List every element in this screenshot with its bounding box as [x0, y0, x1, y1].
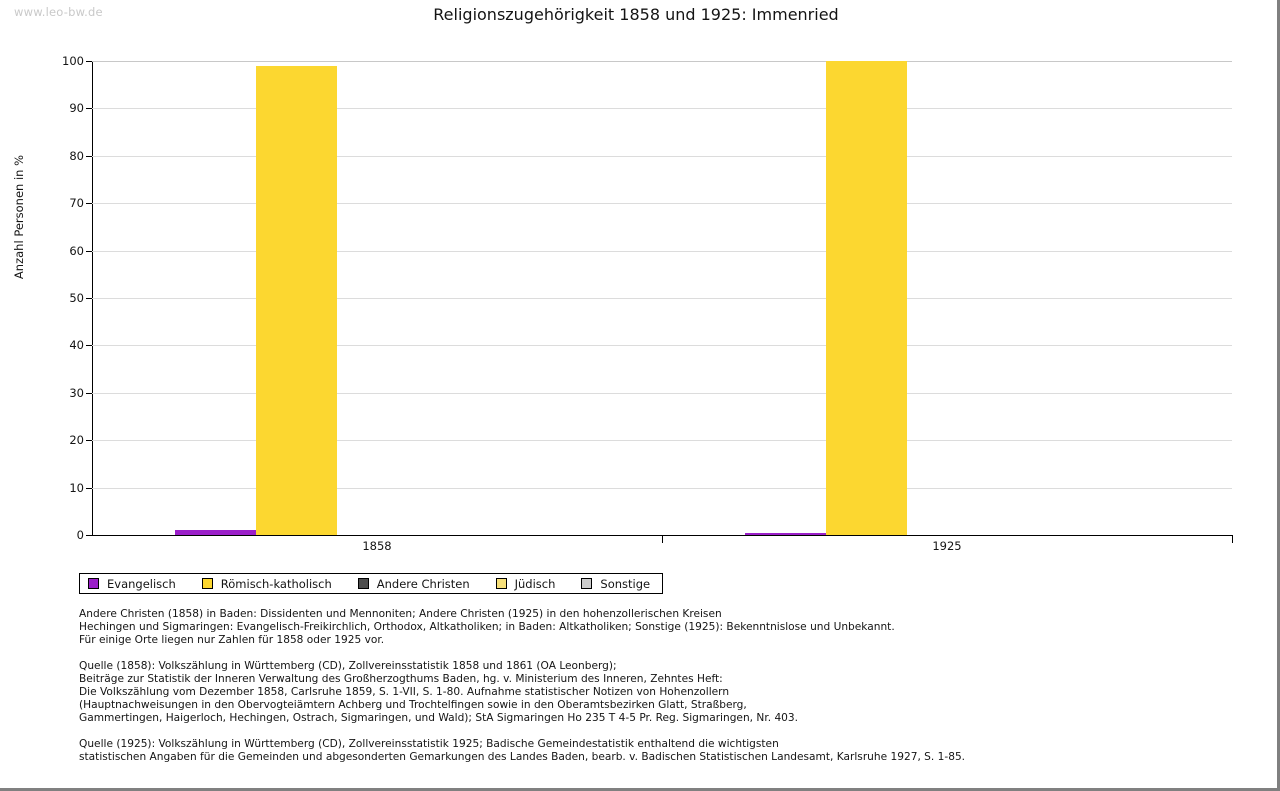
note-line: Für einige Orte liegen nur Zahlen für 18…	[79, 634, 385, 647]
note-line: (Hauptnachweisungen in den Obervogteiämt…	[79, 699, 747, 712]
footnotes: Andere Christen (1858) in Baden: Disside…	[79, 608, 1199, 776]
gridline	[92, 155, 1232, 157]
gridline	[92, 392, 1232, 394]
legend-swatch-icon	[201, 578, 213, 589]
y-tick-mark	[86, 108, 92, 110]
x-tick-label-1925: 1925	[932, 539, 962, 553]
x-axis-end-tick	[1232, 536, 1233, 543]
legend-swatch-icon	[581, 578, 593, 589]
y-tick-label: 40	[69, 338, 84, 353]
note-line: Quelle (1925): Volkszählung in Württembe…	[79, 737, 779, 750]
gridline	[92, 203, 1232, 205]
note-block: Quelle (1858): Volkszählung in Württembe…	[79, 660, 1199, 726]
note-line: Beiträge zur Statistik der Inneren Verwa…	[79, 672, 723, 685]
bar-1925-evangelisch	[744, 533, 826, 535]
legend-item-j-disch[interactable]: Jüdisch	[495, 576, 556, 591]
note-block: Andere Christen (1858) in Baden: Disside…	[79, 608, 1199, 648]
y-tick-mark	[86, 298, 92, 299]
y-tick-mark	[86, 203, 92, 205]
gridline	[92, 250, 1232, 252]
y-tick-label: 20	[69, 433, 84, 448]
y-tick-mark	[86, 155, 92, 157]
note-line: Andere Christen (1858) in Baden: Disside…	[79, 608, 722, 620]
x-axis-line	[92, 535, 1233, 536]
legend-label: Andere Christen	[376, 576, 470, 591]
note-line: Quelle (1858): Volkszählung in Württembe…	[79, 659, 617, 672]
gridline	[92, 61, 1232, 62]
legend-label: Evangelisch	[107, 576, 176, 591]
gridline	[92, 345, 1232, 347]
y-tick-label: 90	[69, 101, 84, 116]
bar-1858-r-misch-katholisch	[255, 65, 337, 535]
y-tick-label: 70	[69, 196, 84, 211]
bar-1858-evangelisch	[174, 530, 256, 535]
y-tick-label: 0	[76, 528, 84, 542]
bar-1925-r-misch-katholisch	[825, 61, 907, 535]
site-watermark: www.leo-bw.de	[14, 5, 103, 19]
chart-title: Religionszugehörigkeit 1858 und 1925: Im…	[433, 5, 839, 24]
note-block: Quelle (1925): Volkszählung in Württembe…	[79, 738, 1199, 764]
x-tick-label-1858: 1858	[362, 539, 392, 553]
legend-label: Jüdisch	[514, 576, 556, 591]
gridline	[92, 108, 1232, 110]
y-tick-label: 60	[69, 243, 84, 258]
legend-item-sonstige[interactable]: Sonstige	[581, 577, 650, 591]
legend-item-evangelisch[interactable]: Evangelisch	[88, 577, 176, 591]
legend-swatch-icon	[495, 578, 507, 589]
y-tick-mark	[86, 440, 92, 442]
y-tick-mark	[86, 61, 92, 62]
x-tick-mark	[662, 536, 663, 543]
note-line: Die Volkszählung vom Dezember 1858, Carl…	[79, 686, 730, 699]
note-line: Hechingen und Sigmaringen: Evangelisch-F…	[79, 621, 895, 634]
legend-label: Römisch-katholisch	[220, 576, 332, 591]
chart-legend: Evangelisch Römisch-katholisch Andere Chri…	[79, 573, 664, 594]
plot-wrapper: Anzahl Personen in % 0 10 20 30 40 50 60 70 80 90…	[12, 54, 1233, 553]
legend-swatch-icon	[88, 578, 99, 589]
gridline	[92, 487, 1232, 489]
y-tick-mark	[86, 250, 92, 252]
y-tick-label: 50	[69, 291, 84, 305]
y-tick-mark	[86, 487, 92, 489]
y-tick-label: 30	[69, 385, 84, 400]
gridline	[92, 440, 1232, 442]
y-tick-label: 10	[69, 480, 84, 495]
note-line: Gammertingen, Haigerloch, Hechingen, Ost…	[79, 712, 799, 725]
y-tick-label: 100	[62, 54, 84, 68]
legend-swatch-icon	[357, 578, 369, 589]
gridline	[92, 298, 1232, 299]
legend-label: Sonstige	[600, 576, 651, 591]
y-tick-label: 80	[69, 148, 84, 163]
y-tick-mark	[86, 392, 92, 394]
legend-item-r-misch-katholisch[interactable]: Römisch-katholisch	[201, 576, 332, 591]
plot-area	[86, 61, 1232, 536]
legend-item-andere-christen[interactable]: Andere Christen	[357, 576, 470, 591]
note-line: statistischen Angaben für die Gemeinden …	[79, 750, 966, 763]
y-tick-mark	[86, 345, 92, 347]
y-tick-mark	[86, 535, 92, 536]
